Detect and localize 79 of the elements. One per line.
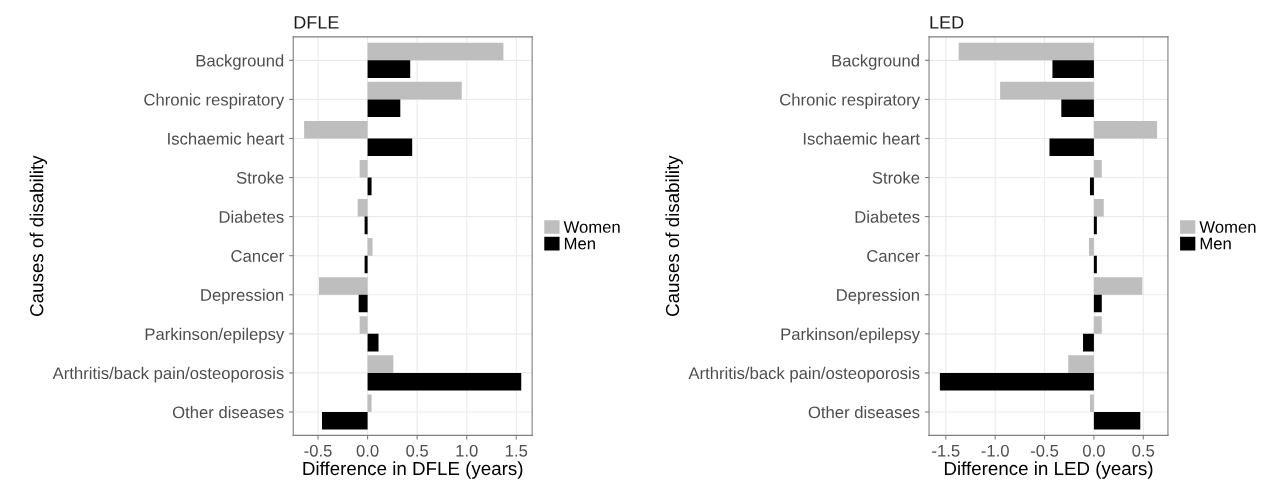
bar [357,199,368,217]
bar [367,238,373,256]
y-tick-label: Arthritis/back pain/osteoporosis [688,366,920,383]
chart-title: DFLE [294,16,339,29]
chart-title: LED [930,16,964,29]
y-axis-title: Causes of disability [29,155,48,316]
y-tick-label: Ischaemic heart [803,132,920,145]
bar [1061,99,1094,117]
bar [1089,177,1094,196]
bar [304,120,368,139]
y-tick-label: Parkinson/epilepsy [781,327,920,344]
y-tick-label: Diabetes [219,210,284,223]
legend-label: Men [564,237,595,250]
x-axis-title: Difference in LED (years) [944,461,1153,479]
bar [1093,199,1104,217]
legend-label: Men [1200,237,1231,250]
bar [1093,216,1097,235]
x-tick-label: -0.5 [1030,444,1059,457]
bar [364,255,368,274]
bar [367,138,413,157]
x-tick-label: 1.5 [505,445,528,457]
y-tick-label: Stroke [236,171,284,184]
x-tick-label: -1.0 [981,444,1009,457]
bar [1093,411,1141,430]
y-tick-label: Chronic respiratory [144,93,285,109]
y-tick-label: Background [832,54,919,70]
bar [367,42,504,61]
bar [958,42,1094,61]
bar [1093,294,1102,313]
legend-label: Women [1199,221,1256,233]
bar [1000,81,1094,100]
bar [939,372,1094,391]
bar [1093,255,1097,274]
y-tick-label: Depression [837,288,919,305]
x-tick-label: 0.5 [406,444,429,457]
y-tick-label: Stroke [872,171,920,184]
x-tick-label: 0.0 [1082,444,1105,457]
x-axis-title: Difference in DFLE (years) [303,461,523,479]
y-tick-label: Cancer [867,250,920,262]
bar [367,394,372,412]
x-tick-label: -0.5 [304,444,332,457]
y-tick-label: Diabetes [855,210,920,223]
bar [1083,333,1094,352]
x-tick-label: 0.0 [356,444,379,457]
y-tick-label: Chronic respiratory [780,93,920,109]
bar [1093,316,1102,334]
bar [321,411,368,430]
y-axis-title: Causes of disability [665,155,683,316]
y-tick-label: Other diseases [172,405,284,419]
bar [1093,159,1102,178]
bar [358,294,368,313]
bar [1088,238,1094,256]
bar [319,277,368,295]
bar [1093,120,1158,139]
x-tick-label: 0.5 [1132,444,1155,457]
y-tick-label: Other diseases [808,405,920,419]
x-tick-label: -1.5 [932,445,960,457]
y-tick-label: Ischaemic heart [168,132,285,145]
bar [367,81,462,100]
bar [367,177,372,196]
legend-label: Women [563,221,620,233]
x-tick-label: 1.0 [456,444,478,457]
y-tick-label: Depression [201,288,284,305]
y-tick-label: Cancer [231,250,284,262]
y-tick-label: Background [196,54,284,70]
bar [359,316,368,334]
bar [1089,394,1094,412]
bar [367,60,411,78]
bar [1052,60,1094,78]
bar [1068,355,1094,373]
bar [359,159,368,178]
bar [364,216,368,235]
y-tick-label: Parkinson/epilepsy [145,327,285,344]
y-tick-label: Arthritis/back pain/osteoporosis [52,366,284,383]
bar [1093,277,1143,295]
bar [367,99,401,117]
bar [1049,138,1094,157]
bar [367,355,394,373]
bar [367,372,522,391]
